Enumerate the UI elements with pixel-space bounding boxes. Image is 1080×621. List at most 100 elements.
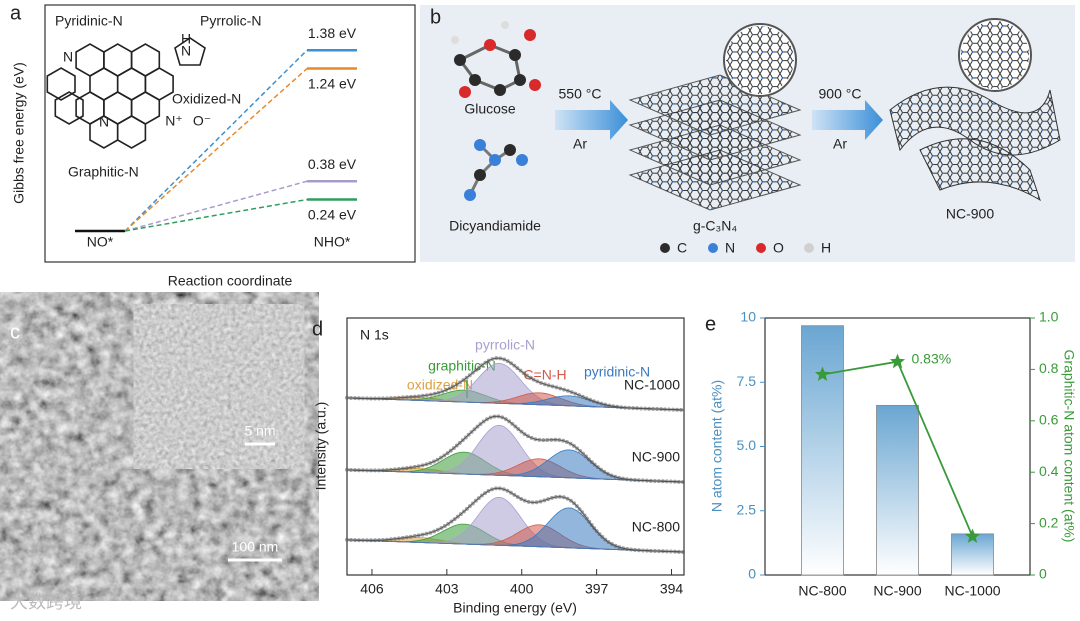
ring — [174, 37, 206, 66]
data-points — [345, 356, 686, 412]
molecule — [46, 37, 206, 149]
atom-label: N — [63, 49, 73, 65]
y2-tick-label: 0.6 — [1039, 412, 1059, 428]
precursor-label: Glucose — [464, 101, 516, 117]
atom-label: N — [181, 43, 191, 59]
y2-tick-label: 0.4 — [1039, 463, 1059, 479]
watermark: 大数跨境 — [10, 592, 82, 612]
condition: 900 °C — [819, 86, 862, 102]
site-label: Pyrrolic-N — [200, 13, 261, 29]
panel-label: e — [705, 313, 716, 335]
component-label: graphitic-N — [428, 358, 496, 374]
energy-label: 1.38 eV — [308, 25, 357, 41]
nc-sheets — [889, 18, 1061, 202]
energy-label: 1.24 eV — [308, 75, 357, 91]
legend-label: N — [725, 240, 735, 256]
site-label: Oxidized-N — [172, 91, 241, 107]
y2-tick-label: 1.0 — [1039, 309, 1059, 325]
start-label: NO* — [87, 234, 114, 250]
x-axis-label: Reaction coordinate — [168, 273, 293, 289]
y-tick-label: 5.0 — [737, 437, 757, 453]
y-tick-label: 10 — [740, 309, 756, 325]
y-tick-label: 2.5 — [737, 501, 757, 517]
energy-label: 0.38 eV — [308, 156, 357, 172]
end-label: NHO* — [314, 234, 351, 250]
legend-swatch — [708, 243, 718, 253]
energy-path — [124, 198, 308, 232]
legend-label: O — [773, 240, 784, 256]
legend-swatch — [660, 243, 670, 253]
sample-label: NC-800 — [632, 519, 680, 535]
site-label: Graphitic-N — [68, 164, 139, 180]
x-tick-label: 406 — [360, 581, 384, 597]
atom-label: N — [99, 114, 109, 130]
y-axis-label: N atom content (at%) — [709, 380, 725, 512]
ring — [116, 115, 147, 149]
condition: Ar — [833, 136, 847, 152]
product-label: NC-900 — [946, 206, 994, 222]
scale-label: 5 nm — [244, 423, 275, 439]
x-tick-label: NC-800 — [798, 583, 846, 599]
legend-swatch — [756, 243, 766, 253]
y-tick-label: 7.5 — [737, 373, 757, 389]
energy-label: 0.24 eV — [308, 206, 357, 222]
y2-tick-label: 0.2 — [1039, 514, 1059, 530]
dicyandiamide-molecule — [464, 139, 528, 201]
y2-axis-label: Graphitic-N atom content (at%) — [1061, 350, 1077, 543]
legend-swatch — [804, 243, 814, 253]
x-tick-label: 403 — [435, 581, 459, 597]
energy-path — [124, 49, 308, 232]
atom-label: N⁺ — [165, 113, 183, 129]
data-points — [345, 486, 686, 554]
bar — [876, 404, 919, 576]
tem-inset — [147, 317, 291, 456]
condition: Ar — [573, 136, 587, 152]
legend-label: C — [677, 240, 687, 256]
atom-label: H — [181, 31, 191, 47]
site-label: Pyridinic-N — [55, 13, 123, 29]
x-tick-label: 397 — [585, 581, 609, 597]
chart: 0 2.5 5.0 7.5 10 0 0.2 0.4 0.6 0.8 1.0 NC-800 NC-900… — [737, 309, 1059, 599]
atom-label: O⁻ — [193, 113, 211, 129]
condition: 550 °C — [559, 86, 602, 102]
y2-tick-label: 0 — [1039, 566, 1047, 582]
x-tick-label: NC-900 — [873, 583, 921, 599]
x-axis-label: Binding energy (eV) — [453, 600, 577, 616]
ring — [54, 91, 84, 125]
value-label: 0.83% — [912, 350, 952, 366]
scale-label: 100 nm — [232, 539, 279, 555]
glucose-molecule — [451, 21, 541, 98]
panel-frame — [44, 4, 416, 263]
spectrum-title: N 1s — [360, 327, 389, 343]
x-tick-label: 394 — [660, 581, 684, 597]
x-tick-label: NC-1000 — [944, 583, 1000, 599]
panel-label: c — [10, 321, 20, 343]
y2-tick-label: 0.8 — [1039, 360, 1059, 376]
intermediate-label: g-C₃N₄ — [693, 218, 737, 234]
x-tick-label: 400 — [510, 581, 534, 597]
arrow — [555, 100, 628, 140]
y-axis-label: Gibbs free energy (eV) — [11, 62, 27, 204]
spectra: 406 403 400 397 394 NC-1000 NC-900 NC-800 — [345, 356, 686, 597]
panel-label: d — [312, 318, 323, 340]
panel-label: a — [10, 2, 22, 24]
arrow — [812, 100, 883, 140]
component-label: C=N-H — [523, 367, 566, 383]
point — [889, 353, 906, 369]
sample-label: NC-1000 — [624, 377, 680, 393]
y-axis-label: Intensity (a.u.) — [313, 402, 329, 491]
component-label: oxidized-N — [407, 377, 473, 393]
plot-frame — [346, 317, 685, 576]
precursor-label: Dicyandiamide — [449, 218, 541, 234]
component-label: pyridinic-N — [584, 364, 650, 380]
panel-label: b — [430, 6, 441, 28]
bar — [951, 533, 994, 576]
y-tick-label: 0 — [748, 566, 756, 582]
bar — [801, 325, 844, 576]
legend-label: H — [821, 240, 831, 256]
point — [964, 528, 981, 543]
component-label: pyrrolic-N — [475, 337, 535, 353]
point — [814, 366, 831, 381]
ring — [46, 67, 76, 101]
